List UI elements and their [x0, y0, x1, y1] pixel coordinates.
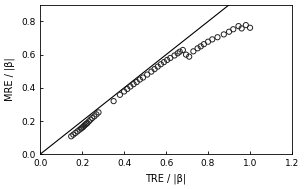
Point: [85, 122, 90, 125]
Point: [131, 83, 136, 86]
Point: [69, 135, 74, 138]
Point: [175, 52, 180, 55]
Point: [149, 70, 154, 73]
Point: [195, 47, 200, 50]
Point: [71, 133, 76, 136]
Point: [184, 53, 188, 56]
Point: [187, 55, 192, 58]
Point: [73, 132, 78, 135]
Point: [92, 115, 97, 118]
Point: [231, 28, 236, 31]
Point: [181, 49, 185, 52]
Point: [84, 122, 89, 125]
Point: [236, 25, 241, 28]
Point: [88, 118, 93, 121]
Point: [80, 126, 85, 129]
Point: [137, 78, 142, 81]
Point: [244, 24, 248, 27]
Point: [155, 65, 160, 68]
Point: [198, 45, 203, 48]
Point: [140, 76, 145, 79]
Point: [86, 120, 91, 123]
Point: [177, 50, 182, 53]
X-axis label: TRE / |β|: TRE / |β|: [146, 174, 187, 184]
Point: [210, 38, 215, 41]
Point: [221, 33, 226, 36]
Point: [111, 100, 116, 103]
Point: [202, 43, 206, 46]
Point: [94, 113, 99, 116]
Point: [90, 117, 95, 120]
Point: [247, 26, 252, 29]
Point: [83, 123, 88, 126]
Point: [168, 57, 173, 60]
Point: [128, 85, 133, 88]
Point: [165, 58, 170, 61]
Point: [152, 68, 157, 71]
Point: [172, 54, 177, 57]
Point: [191, 50, 196, 53]
Point: [158, 63, 163, 66]
Point: [125, 88, 130, 91]
Point: [122, 90, 126, 93]
Point: [96, 111, 101, 114]
Y-axis label: MRE / |β|: MRE / |β|: [5, 58, 16, 101]
Point: [145, 73, 150, 76]
Point: [79, 127, 84, 130]
Point: [77, 128, 82, 131]
Point: [215, 36, 220, 39]
Point: [206, 40, 210, 43]
Point: [117, 93, 122, 96]
Point: [226, 30, 231, 33]
Point: [239, 27, 244, 30]
Point: [75, 130, 80, 133]
Point: [161, 61, 166, 64]
Point: [81, 125, 86, 128]
Point: [134, 81, 139, 84]
Point: [82, 124, 87, 127]
